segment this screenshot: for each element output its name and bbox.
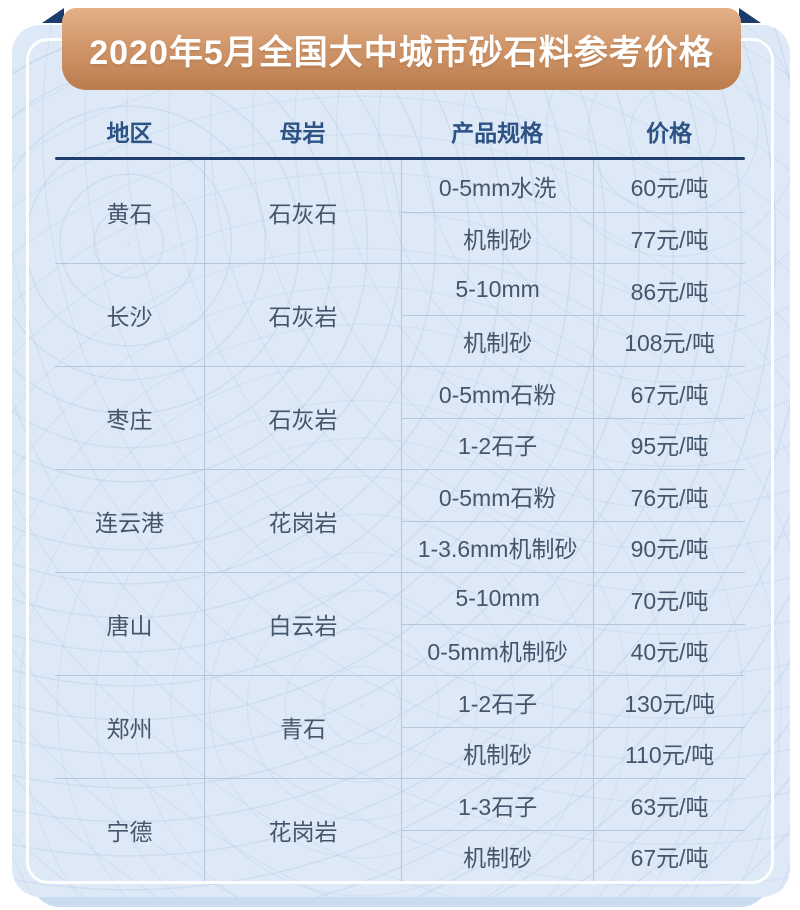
region-cell: 黄石 <box>106 200 153 227</box>
table-row-lianyungang: 连云港 花岗岩 0-5mm石粉 76元/吨 1-3.6mm机制砂 90元/吨 <box>55 469 745 572</box>
spec-cell: 机制砂 <box>401 315 594 366</box>
price-cell: 70元/吨 <box>593 573 745 624</box>
region-cell: 郑州 <box>106 716 153 742</box>
page-title: 2020年5月全国大中城市砂石料参考价格 <box>89 33 714 72</box>
table-row-changsha: 长沙 石灰岩 5-10mm 86元/吨 机制砂 108元/吨 <box>55 263 745 366</box>
region-cell: 连云港 <box>95 510 165 536</box>
table-header-row: 地区 母岩 产品规格 价格 <box>55 105 745 157</box>
spec-cell: 1-2石子 <box>401 418 594 469</box>
table-row-tangshan: 唐山 白云岩 5-10mm 70元/吨 0-5mm机制砂 40元/吨 <box>55 572 745 675</box>
price-cell: 67元/吨 <box>593 367 745 418</box>
rock-cell: 石灰岩 <box>204 367 401 469</box>
region-cell: 长沙 <box>106 304 153 330</box>
ribbon-fold-right-icon <box>739 8 761 23</box>
region-cell: 宁德 <box>106 819 153 845</box>
spec-cell: 1-3.6mm机制砂 <box>401 521 594 572</box>
header-underline <box>55 157 745 160</box>
column-header-region: 地区 <box>106 120 153 146</box>
rock-cell: 白云岩 <box>204 573 401 675</box>
rock-cell: 花岗岩 <box>204 470 401 572</box>
spec-cell: 0-5mm水洗 <box>401 160 593 212</box>
spec-cell: 5-10mm <box>401 264 593 315</box>
price-table: 地区 母岩 产品规格 价格 黄石 石灰石 0-5mm水洗 60元/吨 机制砂 7… <box>55 105 745 881</box>
rock-cell: 青石 <box>204 676 401 778</box>
rock-cell: 石灰岩 <box>204 264 401 366</box>
price-cell: 40元/吨 <box>593 624 745 675</box>
price-cell: 108元/吨 <box>593 315 745 366</box>
rock-cell: 石灰石 <box>204 160 401 263</box>
table-row-ningde: 宁德 花岗岩 1-3石子 63元/吨 机制砂 67元/吨 <box>55 778 745 881</box>
content-card <box>12 25 790 897</box>
price-cell: 76元/吨 <box>593 470 745 521</box>
spec-cell: 机制砂 <box>401 830 594 881</box>
price-cell: 90元/吨 <box>593 521 745 572</box>
column-header-spec: 产品规格 <box>451 120 544 146</box>
price-cell: 86元/吨 <box>593 264 745 315</box>
price-cell: 77元/吨 <box>593 211 745 263</box>
column-header-rock: 母岩 <box>279 120 326 146</box>
table-row-zaozhuang: 枣庄 石灰岩 0-5mm石粉 67元/吨 1-2石子 95元/吨 <box>55 366 745 469</box>
price-cell: 67元/吨 <box>593 830 745 881</box>
spec-cell: 0-5mm石粉 <box>401 470 593 521</box>
spec-cell: 5-10mm <box>401 573 593 624</box>
spec-cell: 0-5mm机制砂 <box>401 624 594 675</box>
price-cell: 63元/吨 <box>593 779 745 830</box>
price-cell: 110元/吨 <box>593 727 745 778</box>
region-cell: 枣庄 <box>106 407 153 433</box>
price-cell: 60元/吨 <box>593 160 745 212</box>
ribbon-fold-left-icon <box>42 8 64 23</box>
table-row-huangshi: 黄石 石灰石 0-5mm水洗 60元/吨 机制砂 77元/吨 <box>55 160 745 263</box>
table-row-zhengzhou: 郑州 青石 1-2石子 130元/吨 机制砂 110元/吨 <box>55 675 745 778</box>
spec-cell: 机制砂 <box>401 727 594 778</box>
rock-cell: 花岗岩 <box>204 779 401 881</box>
spec-cell: 1-2石子 <box>401 676 593 727</box>
price-cell: 130元/吨 <box>593 676 745 727</box>
spec-cell: 1-3石子 <box>401 779 593 830</box>
spec-cell: 0-5mm石粉 <box>401 367 593 418</box>
region-cell: 唐山 <box>106 613 153 639</box>
title-banner: 2020年5月全国大中城市砂石料参考价格 <box>62 8 741 90</box>
column-header-price: 价格 <box>646 120 693 146</box>
spec-cell: 机制砂 <box>401 211 594 263</box>
price-cell: 95元/吨 <box>593 418 745 469</box>
